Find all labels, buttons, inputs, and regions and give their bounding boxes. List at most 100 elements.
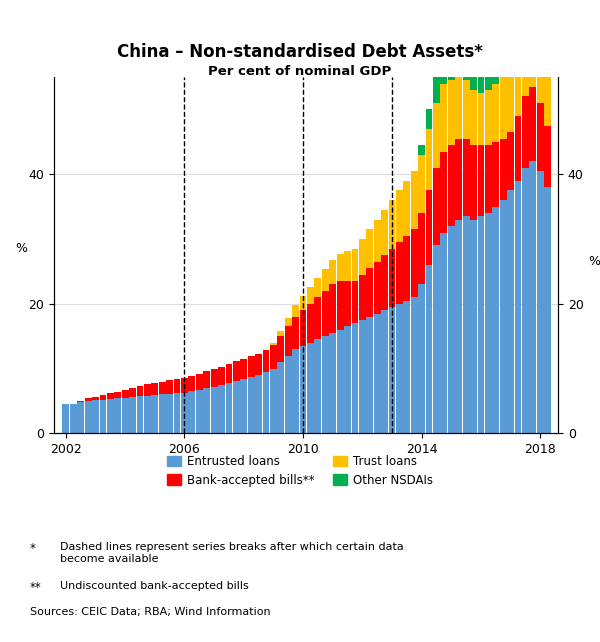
Bar xyxy=(389,200,395,248)
Bar xyxy=(255,375,262,433)
Bar xyxy=(188,376,195,391)
Bar xyxy=(144,384,151,395)
Bar xyxy=(440,232,447,433)
Bar xyxy=(455,77,462,139)
Bar xyxy=(544,187,551,433)
Bar xyxy=(537,103,544,171)
Bar xyxy=(455,25,462,77)
Bar xyxy=(522,168,529,433)
Bar xyxy=(433,168,440,245)
Bar xyxy=(515,180,521,433)
Bar xyxy=(463,139,470,216)
Bar xyxy=(151,383,158,395)
Bar xyxy=(292,317,299,349)
Bar xyxy=(255,354,262,375)
Bar xyxy=(478,145,484,216)
Bar xyxy=(537,171,544,433)
Bar xyxy=(292,305,299,317)
Bar xyxy=(478,93,484,145)
Bar xyxy=(166,394,173,433)
Bar xyxy=(433,103,440,168)
Bar xyxy=(337,281,344,330)
Bar xyxy=(515,0,521,48)
Bar xyxy=(233,361,240,381)
Bar xyxy=(314,297,321,340)
Bar xyxy=(381,210,388,255)
Bar xyxy=(92,397,99,401)
Bar xyxy=(188,391,195,433)
Bar xyxy=(544,58,551,126)
Bar xyxy=(248,377,254,433)
Bar xyxy=(537,31,544,103)
Bar xyxy=(418,284,425,433)
Bar xyxy=(418,213,425,284)
Bar xyxy=(337,330,344,433)
Text: China – Non-standardised Debt Assets*: China – Non-standardised Debt Assets* xyxy=(117,43,483,61)
Bar xyxy=(529,87,536,161)
Bar xyxy=(85,399,92,401)
Bar xyxy=(463,216,470,433)
Legend: Entrusted loans, Bank-accepted bills**, Trust loans, Other NSDAIs: Entrusted loans, Bank-accepted bills**, … xyxy=(163,450,437,492)
Bar xyxy=(329,260,336,284)
Bar xyxy=(137,386,143,396)
Bar xyxy=(115,392,121,399)
Bar xyxy=(485,213,492,433)
Bar xyxy=(352,281,358,323)
Bar xyxy=(151,395,158,433)
Bar xyxy=(493,83,499,142)
Bar xyxy=(522,96,529,168)
Bar xyxy=(507,67,514,132)
Bar xyxy=(448,80,455,145)
Bar xyxy=(411,297,418,433)
Bar xyxy=(314,340,321,433)
Bar xyxy=(485,90,492,145)
Bar xyxy=(344,281,351,326)
Bar xyxy=(196,374,203,390)
Bar xyxy=(270,369,277,433)
Bar xyxy=(411,229,418,297)
Bar xyxy=(381,310,388,433)
Bar xyxy=(425,109,433,129)
Bar xyxy=(500,139,506,200)
Bar xyxy=(500,77,506,139)
Text: Dashed lines represent series breaks after which certain data
become available: Dashed lines represent series breaks aft… xyxy=(60,542,404,564)
Bar xyxy=(381,255,388,310)
Bar xyxy=(463,22,470,80)
Bar xyxy=(470,145,477,220)
Bar xyxy=(463,80,470,139)
Bar xyxy=(493,142,499,207)
Bar xyxy=(270,343,277,345)
Text: Undiscounted bank-accepted bills: Undiscounted bank-accepted bills xyxy=(60,581,249,591)
Bar xyxy=(226,364,232,383)
Bar xyxy=(493,207,499,433)
Text: *: * xyxy=(30,542,36,555)
Bar xyxy=(389,307,395,433)
Bar xyxy=(500,0,506,77)
Bar xyxy=(500,200,506,433)
Bar xyxy=(292,349,299,433)
Bar xyxy=(425,265,433,433)
Bar xyxy=(396,191,403,242)
Bar xyxy=(70,404,77,433)
Bar xyxy=(529,161,536,433)
Bar xyxy=(455,139,462,220)
Bar xyxy=(122,390,128,397)
Y-axis label: %: % xyxy=(16,242,28,255)
Bar xyxy=(359,239,366,275)
Bar xyxy=(367,229,373,268)
Bar xyxy=(515,48,521,116)
Bar xyxy=(314,278,321,297)
Bar xyxy=(367,268,373,317)
Bar xyxy=(418,155,425,213)
Bar xyxy=(307,304,314,343)
Bar xyxy=(307,343,314,433)
Bar xyxy=(211,369,218,386)
Bar xyxy=(440,45,447,83)
Bar xyxy=(433,245,440,433)
Bar xyxy=(144,395,151,433)
Bar xyxy=(403,300,410,433)
Bar xyxy=(218,367,225,385)
Bar xyxy=(241,379,247,433)
Bar xyxy=(396,242,403,304)
Bar xyxy=(344,326,351,433)
